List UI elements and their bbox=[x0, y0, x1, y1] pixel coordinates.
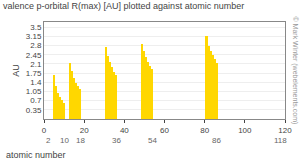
svg-text:86: 86 bbox=[212, 136, 221, 145]
svg-text:1.75: 1.75 bbox=[26, 69, 42, 78]
svg-text:80: 80 bbox=[200, 126, 209, 135]
svg-text:atomic number: atomic number bbox=[6, 150, 66, 160]
svg-text:118: 118 bbox=[274, 136, 287, 145]
svg-text:10: 10 bbox=[60, 136, 69, 145]
svg-text:valence p-orbital R(max) [AU]: valence p-orbital R(max) [AU] plotted ag… bbox=[3, 1, 244, 11]
svg-text:1.05: 1.05 bbox=[26, 87, 42, 96]
svg-text:AU: AU bbox=[11, 64, 21, 77]
svg-text:60: 60 bbox=[160, 126, 169, 135]
svg-text:20: 20 bbox=[80, 126, 89, 135]
svg-text:2.45: 2.45 bbox=[26, 51, 42, 60]
svg-text:36: 36 bbox=[112, 136, 121, 145]
svg-text:0: 0 bbox=[42, 126, 47, 135]
svg-text:0.7: 0.7 bbox=[30, 96, 42, 105]
svg-text:100: 100 bbox=[238, 126, 252, 135]
svg-text:2: 2 bbox=[46, 136, 51, 145]
svg-text:3.15: 3.15 bbox=[26, 32, 42, 41]
svg-text:18: 18 bbox=[76, 136, 85, 145]
svg-text:1.4: 1.4 bbox=[30, 78, 42, 87]
svg-text:3.5: 3.5 bbox=[30, 23, 42, 32]
svg-text:120: 120 bbox=[278, 126, 292, 135]
svg-text:0.35: 0.35 bbox=[26, 106, 42, 115]
svg-text:2.8: 2.8 bbox=[30, 41, 42, 50]
svg-text:© Mark Winter (webelements.com: © Mark Winter (webelements.com) bbox=[291, 17, 299, 125]
svg-text:40: 40 bbox=[120, 126, 129, 135]
svg-text:54: 54 bbox=[148, 136, 157, 145]
svg-text:2.1: 2.1 bbox=[30, 60, 42, 69]
